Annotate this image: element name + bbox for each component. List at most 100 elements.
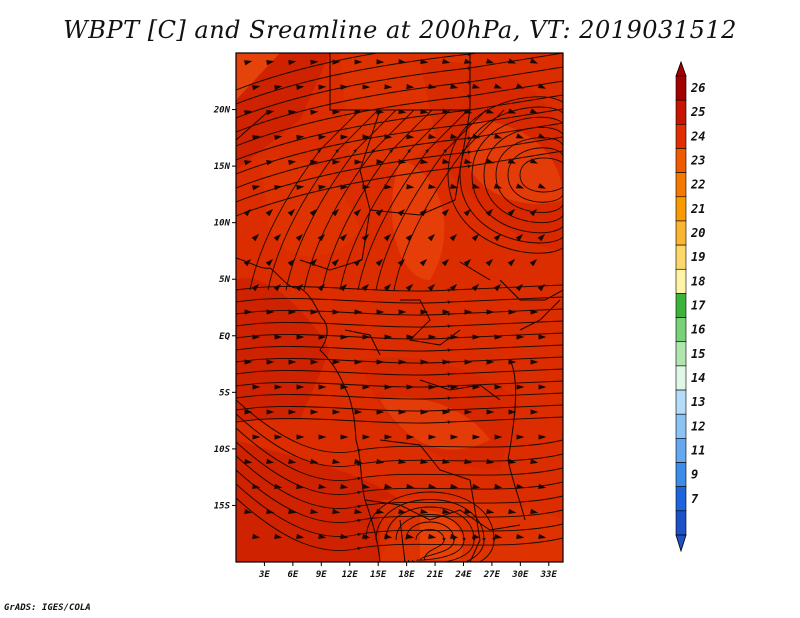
streamline bbox=[236, 66, 563, 133]
x-tick-label: 30E bbox=[511, 570, 529, 580]
streamline-arrow bbox=[405, 283, 414, 292]
streamline-arrow bbox=[471, 283, 480, 292]
streamline-arrow bbox=[310, 159, 319, 165]
streamline-arrow bbox=[332, 508, 341, 514]
streamline-arrow bbox=[537, 283, 546, 292]
streamline bbox=[236, 284, 563, 292]
streamline-arrow bbox=[494, 434, 503, 440]
streamline bbox=[236, 80, 563, 147]
streamline-arrow bbox=[398, 409, 407, 415]
colorbar-swatch bbox=[675, 124, 687, 149]
streamline-arrow bbox=[398, 359, 407, 365]
streamline-arrow bbox=[340, 483, 349, 489]
streamline-arrow bbox=[428, 483, 437, 489]
colorbar-label: 14 bbox=[691, 371, 705, 385]
streamline-arrow bbox=[507, 58, 517, 64]
streamline-arrow bbox=[274, 434, 283, 440]
streamline-arrow bbox=[449, 233, 458, 242]
colorbar: 26 25 24 23 22 21 20 19 18 17 16 15 14 13 12 11 9 7 bbox=[675, 60, 706, 553]
streamline-arrow bbox=[296, 184, 305, 191]
streamline-arrow bbox=[252, 533, 261, 539]
streamline-arrow bbox=[340, 84, 349, 90]
streamline-arrow bbox=[375, 208, 384, 217]
colorbar-label: 7 bbox=[691, 492, 699, 506]
streamline-arrow bbox=[493, 183, 503, 189]
streamline-arrow bbox=[318, 384, 327, 390]
streamline-arrow bbox=[398, 59, 407, 65]
streamline-arrow bbox=[340, 134, 349, 140]
colorbar-swatch bbox=[675, 75, 687, 101]
x-tick-label: 33E bbox=[540, 570, 558, 580]
y-tick-label: 5N bbox=[219, 275, 230, 285]
streamline-arrow bbox=[265, 208, 274, 217]
streamline-arrow bbox=[362, 434, 371, 440]
streamline-arrow bbox=[530, 458, 539, 464]
streamline-arrow bbox=[353, 208, 362, 217]
streamline-arrow bbox=[288, 458, 297, 464]
country-border-line bbox=[369, 199, 456, 216]
country-border-line bbox=[519, 299, 561, 331]
streamline bbox=[267, 109, 379, 291]
streamline bbox=[385, 506, 476, 562]
streamline-arrow bbox=[384, 184, 393, 190]
streamline-arrow bbox=[310, 109, 319, 115]
streamline-arrow bbox=[362, 184, 371, 190]
streamline-arrow bbox=[530, 409, 539, 415]
streamline-arrow bbox=[486, 359, 495, 365]
streamline bbox=[236, 469, 563, 523]
streamline bbox=[519, 157, 563, 176]
streamline-arrow bbox=[464, 458, 473, 464]
streamline-arrow bbox=[420, 508, 429, 514]
streamline-arrow bbox=[515, 283, 524, 292]
colorbar-swatch bbox=[675, 293, 687, 318]
streamline bbox=[249, 109, 361, 291]
streamline-arrow bbox=[266, 309, 275, 315]
streamline-arrow bbox=[450, 83, 459, 89]
streamline-arrow bbox=[288, 359, 297, 365]
streamline bbox=[236, 53, 563, 119]
y-tick-label: 15S bbox=[214, 501, 231, 511]
streamline-arrow bbox=[464, 359, 473, 365]
streamline-arrow bbox=[274, 134, 283, 141]
streamline-arrow bbox=[375, 258, 384, 267]
streamline-arrow bbox=[244, 309, 253, 315]
streamline-arrow bbox=[472, 384, 481, 390]
streamline bbox=[236, 427, 563, 481]
streamline bbox=[395, 514, 466, 561]
streamline-arrow bbox=[243, 208, 252, 217]
streamline-arrow bbox=[376, 409, 385, 415]
streamline-arrow bbox=[515, 133, 525, 139]
streamline-arrow bbox=[296, 434, 305, 440]
streamline-arrow bbox=[406, 83, 415, 90]
streamline-arrow bbox=[420, 409, 429, 415]
streamline-arrow bbox=[244, 160, 253, 166]
x-tick-label: 21E bbox=[426, 570, 444, 580]
streamline bbox=[447, 96, 563, 176]
streamline-arrow bbox=[428, 83, 437, 90]
streamline-arrow bbox=[252, 185, 261, 191]
streamline bbox=[447, 174, 563, 254]
streamline-arrow bbox=[296, 533, 305, 539]
streamline-arrow bbox=[274, 533, 283, 539]
streamline-arrow bbox=[420, 158, 429, 165]
streamline-arrow bbox=[450, 533, 459, 539]
streamline-arrow bbox=[332, 409, 341, 415]
wbpt-shade-patch bbox=[420, 510, 463, 560]
colorbar-bottom-arrow bbox=[675, 534, 687, 553]
streamline-arrow bbox=[354, 159, 363, 165]
streamline-arrow bbox=[362, 84, 371, 90]
y-tick-label: 10N bbox=[214, 219, 231, 229]
streamline-arrow bbox=[537, 183, 547, 189]
colorbar-swatch bbox=[675, 510, 687, 536]
streamline-arrow bbox=[537, 233, 546, 242]
streamline bbox=[236, 413, 563, 467]
streamline-arrow bbox=[463, 258, 472, 267]
streamline-arrow bbox=[266, 409, 275, 415]
streamline-arrow bbox=[274, 384, 283, 390]
streamline bbox=[236, 344, 563, 352]
y-tick-label: 5S bbox=[219, 388, 230, 398]
streamline-arrow bbox=[273, 283, 282, 292]
streamline-arrow bbox=[427, 283, 436, 292]
streamline-arrow bbox=[317, 283, 326, 292]
x-tick-label: 18E bbox=[398, 570, 415, 580]
